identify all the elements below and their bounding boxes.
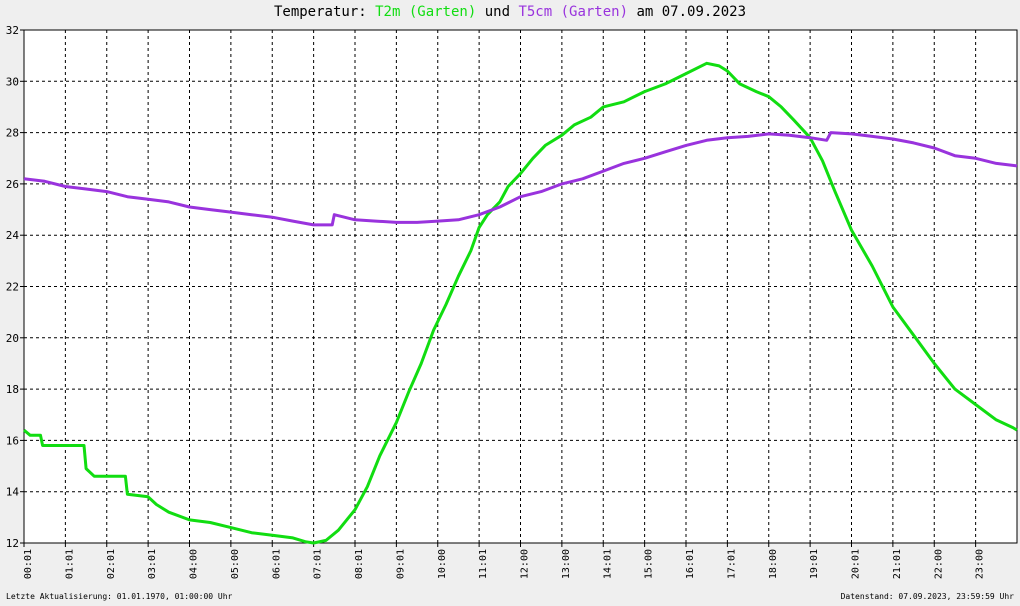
x-tick-label: 07:01: [313, 549, 324, 579]
x-tick-label: 09:01: [395, 549, 406, 579]
x-tick-label: 22:00: [933, 549, 944, 579]
y-tick-label: 26: [6, 178, 19, 191]
x-tick-label: 02:01: [106, 549, 117, 579]
y-tick-label: 30: [6, 75, 19, 88]
x-tick-label: 05:00: [230, 549, 241, 579]
y-tick-label: 24: [6, 229, 20, 242]
x-tick-label: 10:00: [437, 549, 448, 579]
y-tick-label: 28: [6, 127, 19, 140]
x-axis-ticks: 00:01 01:01 02:01 03:01 04:00 05:00 06:01 07:01…: [23, 543, 986, 579]
footer-data-status: Datenstand: 07.09.2023, 23:59:59 Uhr: [840, 592, 1014, 601]
x-tick-label: 08:01: [354, 549, 365, 579]
y-tick-label: 12: [6, 537, 19, 550]
x-tick-label: 17:01: [726, 549, 737, 579]
y-tick-label: 20: [6, 332, 19, 345]
y-tick-label: 16: [6, 434, 19, 447]
x-tick-label: 16:01: [685, 549, 696, 579]
chart-title: Temperatur: T2m (Garten) und T5cm (Garte…: [0, 4, 1020, 20]
y-axis-ticks: 12 14 16 18 20 22 24 26 28 30 32: [6, 24, 24, 550]
title-prefix: Temperatur:: [273, 4, 376, 20]
x-tick-label: 18:00: [768, 549, 779, 579]
x-tick-label: 15:00: [644, 549, 655, 579]
title-joiner: und: [476, 4, 519, 20]
x-tick-label: 11:01: [478, 549, 489, 579]
title-suffix: am 07.09.2023: [628, 4, 747, 20]
title-series2: T5cm (Garten): [518, 4, 629, 20]
x-tick-label: 03:01: [147, 549, 158, 579]
x-tick-label: 04:00: [189, 549, 200, 579]
series-line-t2m: [23, 61, 1018, 545]
x-tick-label: 00:01: [23, 549, 34, 579]
series-lines: [23, 61, 1018, 545]
x-tick-label: 14:01: [602, 549, 613, 579]
title-series1: T2m (Garten): [375, 4, 477, 20]
y-tick-label: 14: [6, 486, 20, 499]
series-line-t5cm: [23, 131, 1018, 227]
x-tick-label: 06:01: [271, 549, 282, 579]
x-tick-label: 23:00: [975, 549, 986, 579]
y-tick-label: 32: [6, 24, 19, 37]
x-tick-label: 19:01: [809, 549, 820, 579]
y-tick-label: 22: [6, 281, 19, 294]
x-tick-label: 01:01: [64, 549, 75, 579]
x-tick-label: 12:00: [520, 549, 531, 579]
x-tick-label: 20:01: [851, 549, 862, 579]
plot-background: [23, 29, 1018, 544]
y-tick-label: 18: [6, 383, 19, 396]
x-tick-label: 21:01: [892, 549, 903, 579]
x-tick-label: 13:00: [561, 549, 572, 579]
footer-last-update: Letzte Aktualisierung: 01.01.1970, 01:00…: [6, 592, 233, 601]
grid: [24, 30, 1017, 543]
